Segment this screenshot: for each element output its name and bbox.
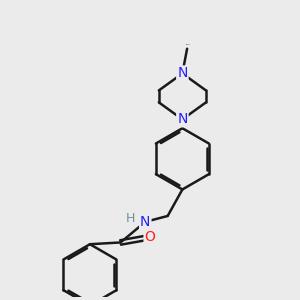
- Text: O: O: [145, 230, 155, 244]
- Text: H: H: [126, 212, 135, 225]
- Text: N: N: [140, 215, 151, 229]
- Text: N: N: [177, 66, 188, 80]
- Text: N: N: [177, 112, 188, 126]
- Text: methyl: methyl: [186, 44, 191, 45]
